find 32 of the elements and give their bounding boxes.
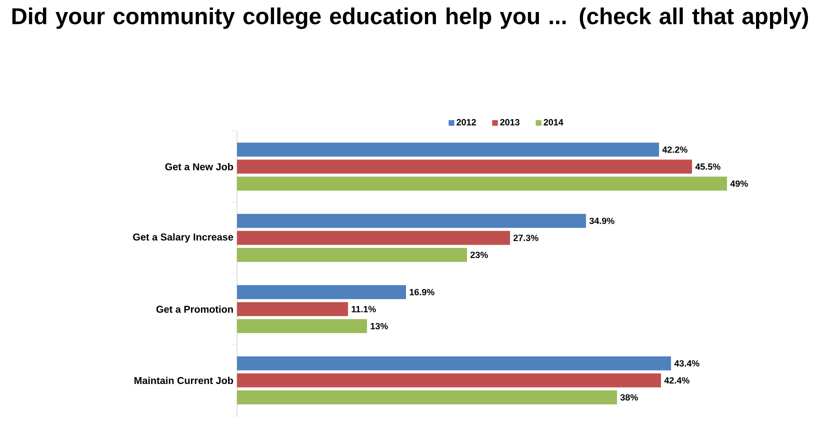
bar [237,319,368,334]
bar [237,356,672,370]
y-tick-label: Get a Salary Increase [133,233,234,243]
data-label: 49% [730,180,748,187]
y-tick-label: Get a Promotion [156,305,233,313]
data-label: 27.3% [514,234,538,242]
data-label: 16.9% [410,288,434,296]
y-tick-label: Get a New Job [165,162,234,170]
bar [237,214,586,228]
bar [237,176,728,191]
data-label: 11.1% [352,306,376,312]
bar [237,302,348,316]
legend-label: 2013 [500,119,520,126]
data-label: 42.2% [662,146,688,153]
data-label: 13% [370,322,388,330]
data-label: 34.9% [589,218,614,224]
legend-label: 2014 [544,119,564,126]
data-label: 43.4% [674,360,700,367]
bar [237,160,692,174]
data-label: 45.5% [695,163,720,170]
bar [237,285,406,300]
data-label: 38% [620,394,638,401]
bar [237,230,510,245]
bar [237,248,468,262]
bar [237,142,660,157]
legend-label: 2012 [456,119,476,126]
data-label: 23% [470,252,488,258]
bar [237,390,618,404]
chart-title: Did your community college education help you ... (check all that apply) [12,8,808,29]
y-tick-label: Maintain Current Job [134,376,234,384]
data-label: 42.4% [664,377,690,384]
bar [237,373,662,388]
